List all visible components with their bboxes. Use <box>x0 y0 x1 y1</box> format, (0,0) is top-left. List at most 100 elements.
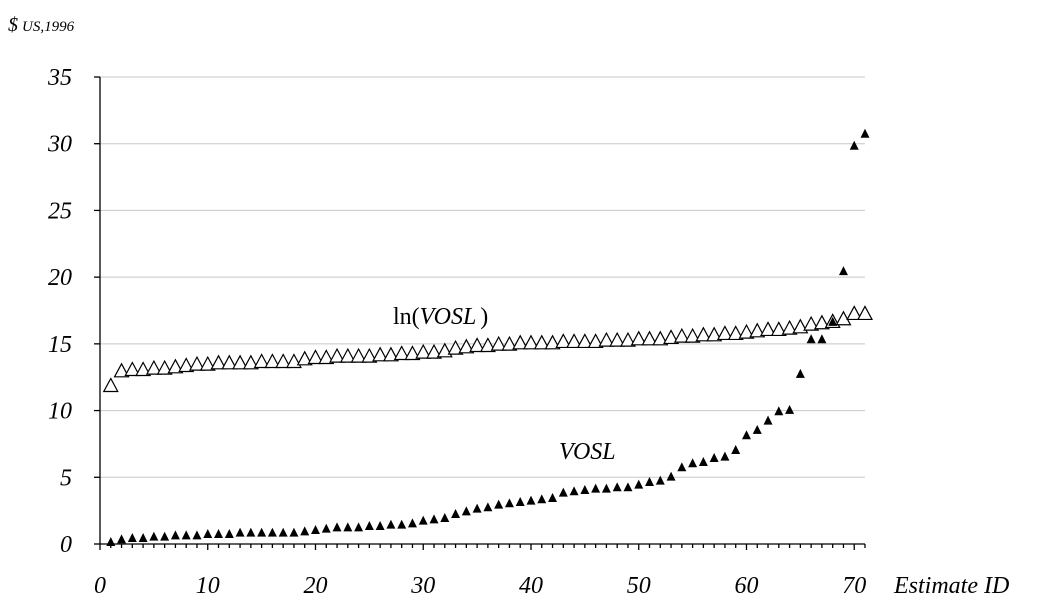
ln-vosl-point <box>361 347 378 363</box>
ln-vosl-point <box>587 333 604 349</box>
ln-vosl-point <box>404 345 421 361</box>
vosl-point <box>246 527 256 537</box>
vosl-point <box>623 482 633 492</box>
ln-vosl-point <box>770 321 787 337</box>
vosl-point <box>666 471 676 481</box>
vosl-point <box>720 451 730 461</box>
ln-vosl-point <box>652 330 669 346</box>
ln-vosl-point <box>221 354 238 370</box>
x-tick-label: 20 <box>303 573 327 599</box>
ln-vosl-point <box>199 355 216 371</box>
series-label-ln-suffix: ) <box>480 304 488 330</box>
ln-vosl-point <box>318 349 335 365</box>
y-tick-label: 10 <box>48 399 72 425</box>
vosl-point <box>472 503 482 513</box>
ln-vosl-point <box>167 358 184 374</box>
x-tick-labels: 0 10 20 30 40 50 60 70 <box>94 573 866 599</box>
vosl-point <box>321 523 331 533</box>
vosl-point <box>612 482 622 492</box>
vosl-point <box>709 452 719 462</box>
vosl-point <box>364 521 374 530</box>
series-label-ln-prefix: ln( <box>393 304 420 330</box>
vosl-point <box>149 531 159 541</box>
series-label-vosl: VOSL <box>559 439 616 465</box>
vosl-point <box>785 404 795 414</box>
vosl-point <box>127 533 137 543</box>
vosl-point <box>440 513 450 522</box>
vosl-point <box>548 492 558 502</box>
ln-vosl-point <box>372 346 389 362</box>
ln-vosl-point <box>436 342 453 358</box>
vosl-point <box>494 499 504 509</box>
ln-vosl-point <box>469 337 486 353</box>
ln-vosl-point <box>253 353 270 369</box>
ln-vosl-point <box>145 359 162 375</box>
ln-vosl-point <box>102 377 119 393</box>
ln-vosl-point <box>415 343 432 359</box>
vosl-point <box>397 519 407 529</box>
vosl-point <box>655 475 665 485</box>
ln-vosl-point <box>135 361 152 377</box>
ln-vosl-point <box>663 329 680 345</box>
y-tick-label: 25 <box>48 198 72 224</box>
vosl-point <box>106 537 116 547</box>
ln-vosl-point <box>178 357 195 373</box>
vosl-point <box>795 368 805 378</box>
ln-vosl-point <box>813 314 830 330</box>
ln-vosl-point <box>393 345 410 361</box>
ln-vosl-point <box>113 362 130 378</box>
vosl-point <box>763 415 773 425</box>
ln-vosl-point <box>781 319 798 335</box>
data-series <box>102 128 874 547</box>
ln-vosl-point <box>835 310 852 326</box>
y-tick-label: 20 <box>48 265 72 291</box>
x-tick-label: 40 <box>519 573 543 599</box>
vosl-point <box>645 476 654 486</box>
vosl-point <box>860 128 870 138</box>
ln-vosl-point <box>188 355 205 371</box>
ln-vosl-point <box>426 343 443 359</box>
vosl-point <box>386 519 396 529</box>
y-unit-suffix: US,1996 <box>22 19 75 35</box>
vosl-point <box>601 483 611 493</box>
ln-vosl-point <box>522 334 539 350</box>
x-tick-label: 30 <box>410 573 435 599</box>
ln-vosl-point <box>555 333 572 349</box>
ln-vosl-point <box>673 327 690 343</box>
vosl-point <box>569 486 579 496</box>
y-tick-label: 15 <box>48 332 72 358</box>
gridlines <box>100 76 865 478</box>
vosl-point <box>483 502 493 512</box>
ln-vosl-point <box>630 330 647 346</box>
axes <box>94 76 866 550</box>
vosl-point <box>828 316 838 326</box>
vosl-point <box>817 334 827 344</box>
ln-vosl-point <box>512 334 529 350</box>
vosl-point <box>451 509 461 518</box>
ln-vosl-point <box>232 354 249 370</box>
ln-vosl-point <box>706 326 723 342</box>
vosl-point <box>580 484 590 494</box>
ln-vosl-point <box>350 347 367 363</box>
y-tick-label: 5 <box>60 465 72 491</box>
ln-vosl-point <box>285 353 302 369</box>
y-tick-label: 0 <box>60 532 72 558</box>
vosl-point <box>741 430 751 440</box>
vosl-point <box>267 527 277 537</box>
vosl-point <box>203 529 213 539</box>
vosl-point <box>418 515 428 525</box>
vosl-point <box>257 527 267 537</box>
ln-vosl-point <box>339 347 356 363</box>
ln-vosl-point <box>716 325 733 341</box>
vosl-point <box>181 530 191 540</box>
vosl-point <box>235 527 245 537</box>
vosl-point <box>526 495 536 505</box>
vosl-point <box>591 483 601 493</box>
ln-vosl-point <box>566 333 583 349</box>
vosl-point <box>375 521 385 530</box>
ln-vosl-point <box>856 305 874 321</box>
vosl-point <box>731 444 741 454</box>
vosl-point <box>117 534 127 544</box>
vosl-point <box>138 533 148 543</box>
vosl-point <box>461 506 471 516</box>
